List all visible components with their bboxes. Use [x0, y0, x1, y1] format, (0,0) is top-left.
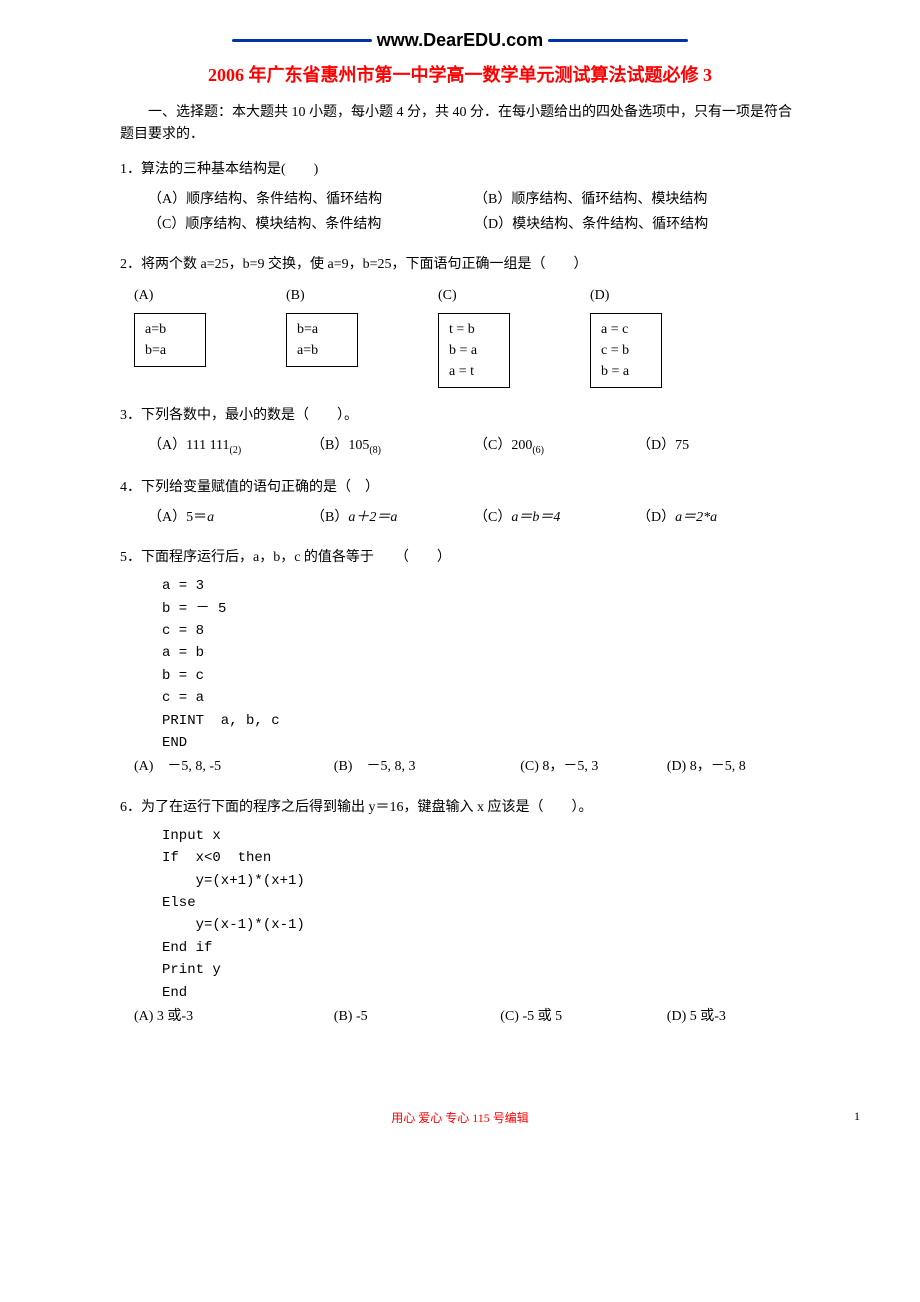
- q6-opt-b: (B) -5: [334, 1004, 501, 1029]
- q5-text: 5．下面程序运行后，a，b，c 的值各等于 （ ）: [120, 545, 800, 570]
- q2-label-d: (D): [590, 283, 662, 308]
- q5-opt-d: (D) 8，－5, 8: [667, 754, 800, 779]
- q4-opt-d: （D）a＝2*a: [637, 505, 800, 530]
- q2-group-b: (B) b=a a=b: [286, 283, 358, 367]
- q5-opt-b: (B) －5, 8, 3: [334, 754, 520, 779]
- q2-box-b: b=a a=b: [286, 313, 358, 367]
- q1-opt-d: （D）模块结构、条件结构、循环结构: [474, 212, 800, 237]
- q1-text: 1．算法的三种基本结构是( ): [120, 157, 800, 182]
- q6-opt-a: (A) 3 或-3: [134, 1004, 334, 1029]
- q4-opt-b: （B）a＋2＝a: [311, 505, 474, 530]
- q5-opt-a: (A) －5, 8, -5: [134, 754, 334, 779]
- q2-group-d: (D) a = c c = b b = a: [590, 283, 662, 388]
- intro-text: 一、选择题：本大题共 10 小题，每小题 4 分，共 40 分．在每小题给出的四…: [120, 102, 800, 147]
- q4-text: 4．下列给变量赋值的语句正确的是（ ）: [120, 475, 800, 500]
- q6-opt-d: (D) 5 或-3: [667, 1004, 800, 1029]
- question-2: 2．将两个数 a=25，b=9 交换，使 a=9，b=25，下面语句正确一组是（…: [120, 252, 800, 387]
- q3-opt-d: （D）75: [637, 433, 800, 460]
- q6-text: 6．为了在运行下面的程序之后得到输出 y＝16，键盘输入 x 应该是（ ）。: [120, 795, 800, 820]
- question-5: 5．下面程序运行后，a，b，c 的值各等于 （ ） a = 3 b = － 5 …: [120, 545, 800, 780]
- q2-label-a: (A): [134, 283, 206, 308]
- decorative-line-left: [232, 39, 372, 42]
- question-3: 3．下列各数中，最小的数是（ ）。 （A）111 111(2) （B）105(8…: [120, 403, 800, 460]
- q6-opt-c: (C) -5 或 5: [500, 1004, 667, 1029]
- q2-box-a: a=b b=a: [134, 313, 206, 367]
- q6-code: Input x If x<0 then y=(x+1)*(x+1) Else y…: [120, 825, 800, 1004]
- page-number: 1: [854, 1109, 860, 1124]
- logo-text: www.DearEDU.com: [377, 30, 543, 51]
- question-1: 1．算法的三种基本结构是( ) （A）顺序结构、条件结构、循环结构 （B）顺序结…: [120, 157, 800, 238]
- footer: 用心 爱心 专心 115 号编辑 1: [120, 1109, 800, 1126]
- q2-text: 2．将两个数 a=25，b=9 交换，使 a=9，b=25，下面语句正确一组是（…: [120, 252, 800, 277]
- q2-group-c: (C) t = b b = a a = t: [438, 283, 510, 388]
- q1-opt-b: （B）顺序结构、循环结构、模块结构: [474, 187, 800, 212]
- q2-group-a: (A) a=b b=a: [134, 283, 206, 367]
- q4-opt-a: （A）5＝a: [148, 505, 311, 530]
- header-logo: www.DearEDU.com: [120, 30, 800, 51]
- q1-opt-a: （A）顺序结构、条件结构、循环结构: [148, 187, 474, 212]
- q3-opt-c: （C）200(6): [474, 433, 637, 460]
- question-6: 6．为了在运行下面的程序之后得到输出 y＝16，键盘输入 x 应该是（ ）。 I…: [120, 795, 800, 1030]
- q2-box-d: a = c c = b b = a: [590, 313, 662, 388]
- decorative-line-right: [548, 39, 688, 42]
- q5-opt-c: (C) 8，－5, 3: [520, 754, 667, 779]
- q4-opt-c: （C）a＝b＝4: [474, 505, 637, 530]
- question-4: 4．下列给变量赋值的语句正确的是（ ） （A）5＝a （B）a＋2＝a （C）a…: [120, 475, 800, 530]
- q5-code: a = 3 b = － 5 c = 8 a = b b = c c = a PR…: [120, 575, 800, 754]
- q1-opt-c: （C）顺序结构、模块结构、条件结构: [148, 212, 474, 237]
- q2-label-b: (B): [286, 283, 358, 308]
- q3-opt-b: （B）105(8): [311, 433, 474, 460]
- footer-text: 用心 爱心 专心 115 号编辑: [391, 1111, 529, 1125]
- q3-opt-a: （A）111 111(2): [148, 433, 311, 460]
- page-title: 2006 年广东省惠州市第一中学高一数学单元测试算法试题必修 3: [120, 61, 800, 87]
- q3-text: 3．下列各数中，最小的数是（ ）。: [120, 403, 800, 428]
- q2-label-c: (C): [438, 283, 510, 308]
- q2-box-c: t = b b = a a = t: [438, 313, 510, 388]
